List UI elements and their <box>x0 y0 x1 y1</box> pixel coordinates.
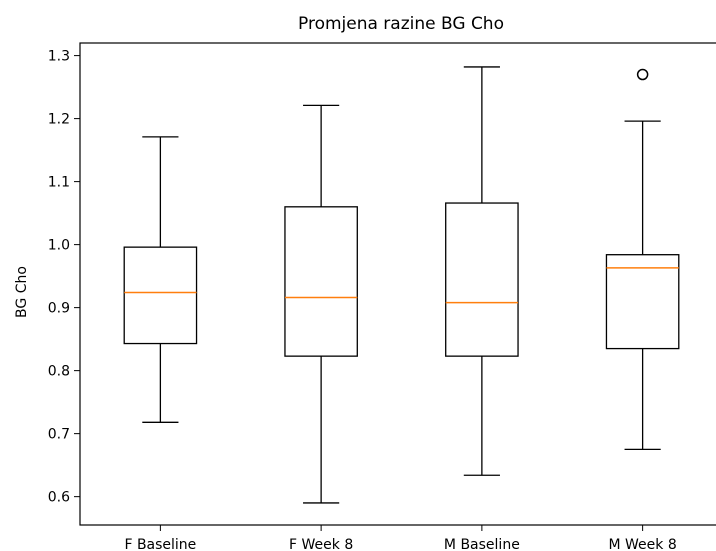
y-tick-label: 0.7 <box>48 427 70 443</box>
x-tick-label: F Baseline <box>124 537 196 551</box>
box-iqr <box>446 203 518 356</box>
plot-frame <box>80 43 716 525</box>
y-tick-label: 1.0 <box>48 238 70 254</box>
y-axis-label: BG Cho <box>14 266 30 318</box>
x-tick-label: F Week 8 <box>289 537 353 551</box>
box-iqr <box>606 255 678 349</box>
chart-title: Promjena razine BG Cho <box>298 14 504 34</box>
x-tick-label: M Week 8 <box>609 537 677 551</box>
y-tick-label: 0.9 <box>48 301 70 317</box>
box-iqr <box>285 207 357 356</box>
y-tick-label: 1.1 <box>48 175 70 191</box>
outlier-point <box>638 70 648 80</box>
y-tick-label: 1.3 <box>48 49 70 65</box>
box-iqr <box>124 247 196 343</box>
y-tick-label: 0.6 <box>48 490 70 506</box>
x-tick-label: M Baseline <box>444 537 520 551</box>
y-tick-label: 0.8 <box>48 364 70 380</box>
plot-area: 0.6 0.7 0.8 0.9 1.0 1.1 1.2 1.3 F Baseline F Week… <box>48 49 679 551</box>
y-tick-label: 1.2 <box>48 112 70 128</box>
